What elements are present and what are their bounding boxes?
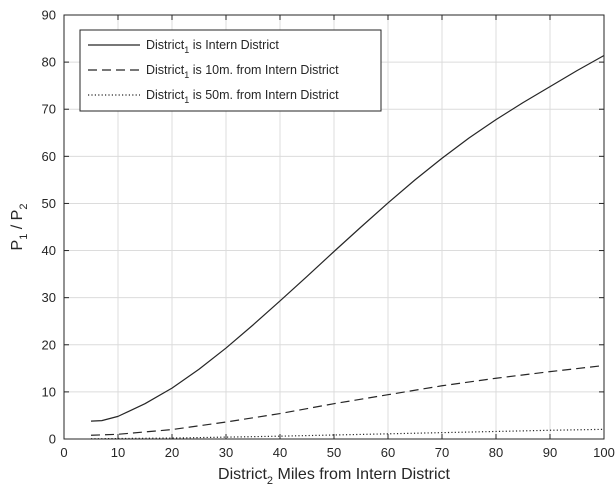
y-tick-label: 0 — [49, 432, 56, 447]
legend: District1 is Intern District District1 is… — [79, 29, 382, 112]
axis-titles: District2 Miles from Intern District P1 /… — [9, 204, 451, 487]
y-tick-label: 40 — [42, 243, 56, 258]
series-lines — [90, 54, 605, 440]
y-tick-label: 90 — [42, 8, 56, 23]
legend-label-3: District1 is 50m. from Intern District — [146, 88, 339, 105]
y-axis-title: P1 / P2 — [9, 204, 30, 251]
y-tick-label: 30 — [42, 290, 56, 305]
series-line-1 — [90, 54, 605, 422]
x-tick-label: 50 — [327, 445, 341, 460]
x-tick-label: 60 — [381, 445, 395, 460]
x-tick-label: 40 — [273, 445, 287, 460]
x-tick-label: 80 — [489, 445, 503, 460]
x-tick-label: 30 — [219, 445, 233, 460]
y-tick-label: 10 — [42, 384, 56, 399]
y-tick-label: 80 — [42, 55, 56, 70]
x-tick-label: 10 — [111, 445, 125, 460]
tick-labels: 0 10 20 30 40 50 60 70 80 90 100 0 10 20 30 40 50 60 70 80 9… — [42, 8, 615, 461]
y-tick-label: 60 — [42, 149, 56, 164]
x-tick-label: 90 — [543, 445, 557, 460]
x-tick-label: 70 — [435, 445, 449, 460]
legend-label-2: District1 is 10m. from Intern District — [146, 63, 339, 80]
series-line-2 — [90, 364, 605, 436]
legend-label-1: District1 is Intern District — [146, 38, 279, 55]
x-tick-label: 100 — [593, 445, 615, 460]
y-tick-label: 70 — [42, 102, 56, 117]
x-tick-label: 0 — [60, 445, 67, 460]
axes — [63, 14, 605, 440]
y-tick-label: 20 — [42, 337, 56, 352]
x-axis-title: District2 Miles from Intern District — [218, 466, 450, 487]
y-tick-label: 50 — [42, 196, 56, 211]
x-tick-label: 20 — [165, 445, 179, 460]
